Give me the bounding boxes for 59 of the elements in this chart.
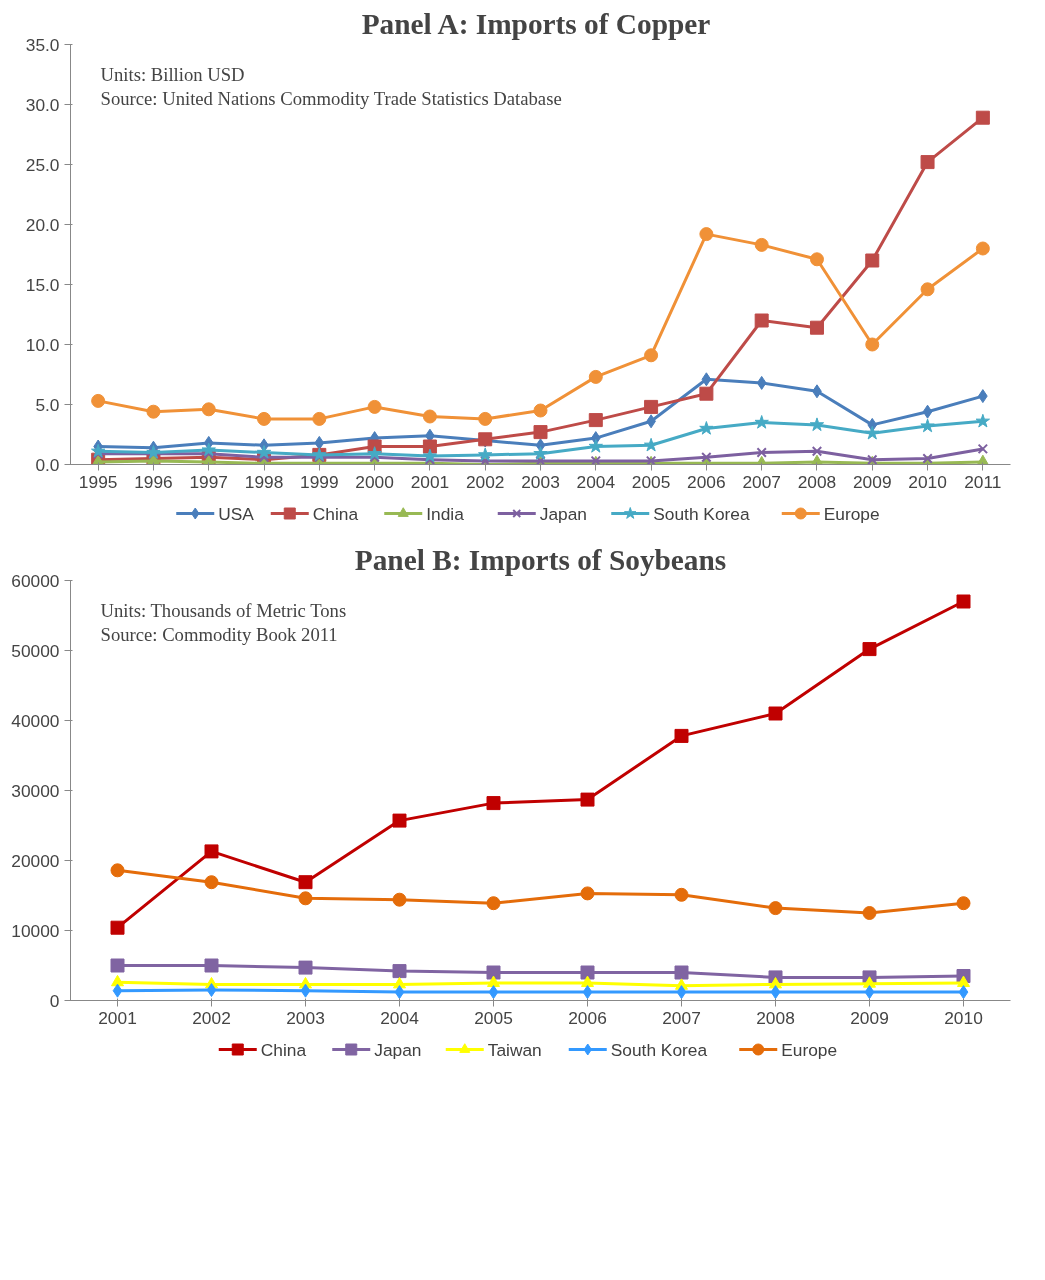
y-tick-label: 30000 (11, 780, 60, 801)
x-tick-label: 2005 (631, 471, 671, 492)
annotation: Source: United Nations Commodity Trade Statistics Database (100, 87, 562, 109)
y-tick-label: 15.0 (25, 274, 60, 295)
y-tick-label: 20.0 (25, 214, 60, 235)
x-tick-label: 2008 (797, 471, 837, 492)
x-tick-label: 2000 (355, 471, 394, 492)
annotation: Source: Commodity Book 2011 (100, 623, 338, 645)
x-tick-label: 1996 (134, 471, 173, 492)
legend-label: South Korea (653, 503, 750, 524)
legend-label: USA (218, 503, 255, 524)
y-tick-label: 50000 (11, 640, 60, 661)
x-tick-label: 2008 (756, 1007, 795, 1028)
y-tick-label: 40000 (11, 710, 60, 731)
legend-label: Japan (539, 503, 587, 524)
x-tick-label: 1998 (244, 471, 284, 492)
legend-label: China (312, 503, 359, 524)
x-tick-label: 2004 (380, 1007, 420, 1028)
legend-label: Europe (823, 503, 880, 524)
x-tick-label: 2003 (521, 471, 560, 492)
legend-label: China (260, 1039, 307, 1060)
x-tick-label: 2001 (410, 471, 450, 492)
x-tick-label: 2005 (474, 1007, 513, 1028)
legend-label: India (426, 503, 465, 524)
x-tick-label: 1997 (189, 471, 229, 492)
y-tick-label: 30.0 (25, 94, 60, 115)
x-tick-label: 2006 (568, 1007, 607, 1028)
x-tick-label: 2003 (286, 1007, 325, 1028)
y-tick-label: 20000 (11, 850, 60, 871)
x-tick-label: 2004 (576, 471, 616, 492)
x-tick-label: 1999 (300, 471, 339, 492)
annotation: Units: Thousands of Metric Tons (100, 599, 347, 621)
y-tick-label: 35.0 (25, 34, 60, 55)
x-tick-label: 2011 (964, 471, 1002, 492)
x-tick-label: 2001 (98, 1007, 137, 1028)
chart-title: Panel A: Imports of Copper (361, 7, 711, 40)
legend-label: Taiwan (487, 1039, 542, 1060)
legend-label: South Korea (610, 1039, 708, 1060)
annotation: Units: Billion USD (100, 63, 245, 85)
legend-label: Japan (374, 1039, 422, 1060)
x-tick-label: 2007 (662, 1007, 701, 1028)
chart-title: Panel B: Imports of Soybeans (354, 543, 727, 576)
y-tick-label: 0 (49, 990, 60, 1011)
x-tick-label: 1995 (78, 471, 118, 492)
x-tick-label: 2009 (850, 1007, 889, 1028)
x-tick-label: 2010 (944, 1007, 983, 1028)
y-tick-label: 0.0 (35, 454, 60, 475)
legend-label: Europe (781, 1039, 838, 1060)
x-tick-label: 2006 (687, 471, 726, 492)
x-tick-label: 2009 (852, 471, 892, 492)
y-tick-label: 5.0 (35, 394, 60, 415)
y-tick-label: 10.0 (25, 334, 60, 355)
x-tick-label: 2002 (465, 471, 505, 492)
x-tick-label: 2010 (908, 471, 947, 492)
y-tick-label: 60000 (11, 570, 60, 591)
x-tick-label: 2007 (742, 471, 781, 492)
y-tick-label: 25.0 (25, 154, 60, 175)
x-tick-label: 2002 (192, 1007, 231, 1028)
y-tick-label: 10000 (11, 920, 60, 941)
